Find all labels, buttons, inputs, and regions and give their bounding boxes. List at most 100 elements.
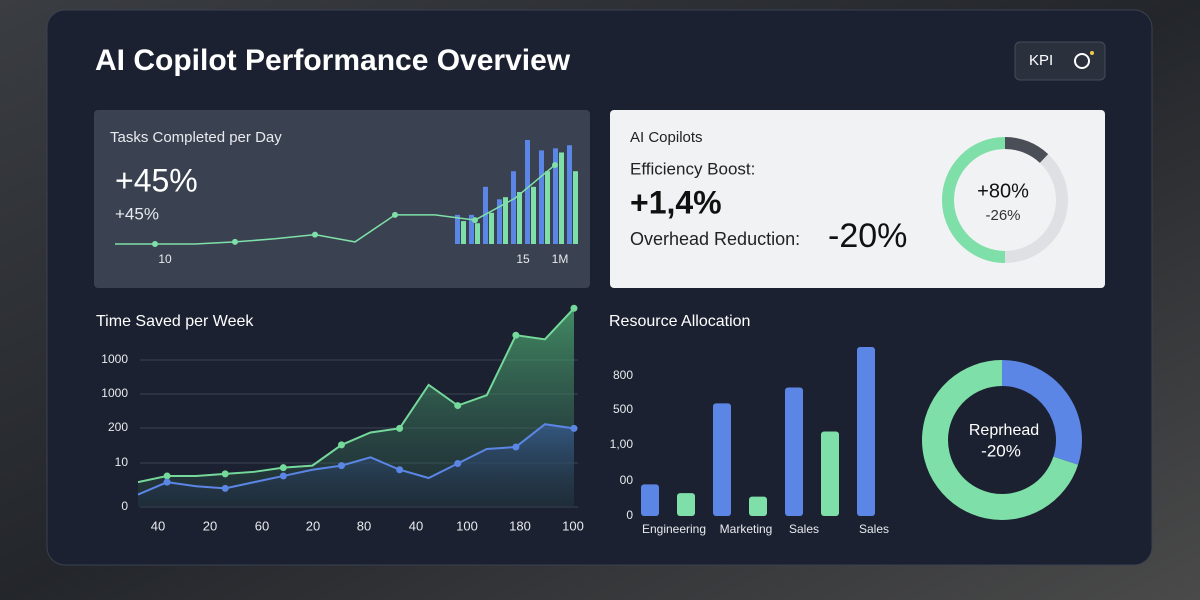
y-tick-label: 0 [626, 508, 633, 522]
point [163, 478, 171, 486]
point [163, 472, 171, 480]
panel-title: Time Saved per Week [96, 313, 254, 330]
kpi-label: KPI [1029, 52, 1053, 69]
point [512, 443, 520, 451]
donut-value: -20% [981, 441, 1021, 460]
bar [713, 403, 731, 516]
bar [857, 347, 875, 516]
y-tick-label: 500 [613, 402, 633, 416]
bar [821, 431, 839, 516]
bar [545, 171, 550, 244]
bar [489, 212, 494, 244]
bar [475, 223, 480, 244]
subline: +45% [115, 204, 159, 223]
bar [517, 192, 522, 244]
point [512, 331, 520, 339]
x-tick-label: Sales [859, 522, 889, 536]
point [232, 238, 238, 245]
panel-title: AI Copilots [630, 129, 703, 146]
bar [497, 199, 502, 244]
ring-segment [1001, 360, 1082, 465]
y-tick-label: 1000 [101, 386, 128, 400]
y-tick-label: 10 [115, 455, 129, 469]
y-tick-label: 1,00 [610, 437, 634, 451]
point [279, 464, 287, 472]
x-tick-label: 60 [255, 518, 269, 533]
line [137, 307, 575, 484]
x-tick-label: 40 [151, 518, 165, 533]
x-tick-label: Sales [789, 522, 819, 536]
bar [539, 150, 544, 244]
bar [749, 496, 767, 516]
area [138, 424, 574, 507]
y-tick-label: 1000 [101, 352, 128, 366]
x-tick-label: 80 [357, 518, 371, 533]
bar [553, 148, 558, 244]
panel-title: Tasks Completed per Day [110, 129, 282, 146]
bar [455, 214, 460, 244]
point [454, 402, 462, 410]
bar [559, 152, 564, 244]
bar [531, 186, 536, 244]
point [152, 241, 158, 247]
bar [641, 484, 659, 516]
bar [567, 145, 572, 244]
ring-sub: -26% [985, 207, 1020, 224]
bar [677, 493, 695, 516]
point [392, 211, 398, 218]
x-tick-label: 40 [409, 518, 423, 533]
point [552, 161, 558, 168]
area [138, 308, 574, 507]
x-tick-label: Engineering [642, 522, 706, 536]
x-tick-label: 180 [509, 518, 531, 533]
secondary-value: -20% [828, 217, 907, 255]
bar [469, 214, 474, 244]
bar [525, 140, 530, 244]
y-tick-label: 800 [613, 368, 633, 382]
ring-segment [1004, 137, 1049, 164]
donut-label: Reprhead [969, 422, 1039, 439]
y-tick-label: 200 [108, 420, 128, 434]
point [337, 441, 345, 449]
panel-title: Resource Allocation [609, 313, 750, 330]
secondary-label: Overhead Reduction: [630, 229, 800, 249]
bar [483, 186, 488, 244]
point [396, 466, 404, 474]
x-tick-label: 10 [158, 252, 172, 266]
bar [785, 387, 803, 516]
headline: +45% [115, 162, 198, 198]
point [396, 424, 404, 432]
point [570, 304, 578, 312]
bar [503, 197, 508, 244]
x-tick-label: 20 [203, 518, 217, 533]
y-tick-label: 00 [620, 473, 634, 487]
x-tick-label: 100 [456, 518, 478, 533]
x-tick-label: 1M [552, 252, 569, 266]
point [472, 217, 478, 224]
point [312, 231, 318, 238]
ring-segment [922, 360, 1079, 520]
x-tick-label: 20 [306, 518, 320, 533]
point [337, 462, 345, 470]
line [115, 164, 556, 245]
kpi-dot [1090, 51, 1094, 55]
bar [573, 171, 578, 244]
kpi-icon [1074, 53, 1090, 69]
y-tick-label: 0 [121, 499, 128, 513]
point [221, 484, 229, 492]
kpi-badge[interactable] [1014, 41, 1106, 81]
x-tick-label: Marketing [720, 522, 773, 536]
metric-value: +1,4% [630, 184, 722, 220]
x-tick-label: 100 [562, 518, 584, 533]
metric-label: Efficiency Boost: [630, 159, 755, 178]
ring-segment [942, 137, 1006, 263]
x-tick-label: 15 [516, 252, 530, 266]
point [454, 460, 462, 468]
point [221, 470, 229, 478]
point [279, 472, 287, 480]
bar [511, 171, 516, 244]
line [137, 423, 575, 496]
title: AI Copilot Performance Overview [95, 44, 571, 77]
bar [461, 221, 466, 244]
